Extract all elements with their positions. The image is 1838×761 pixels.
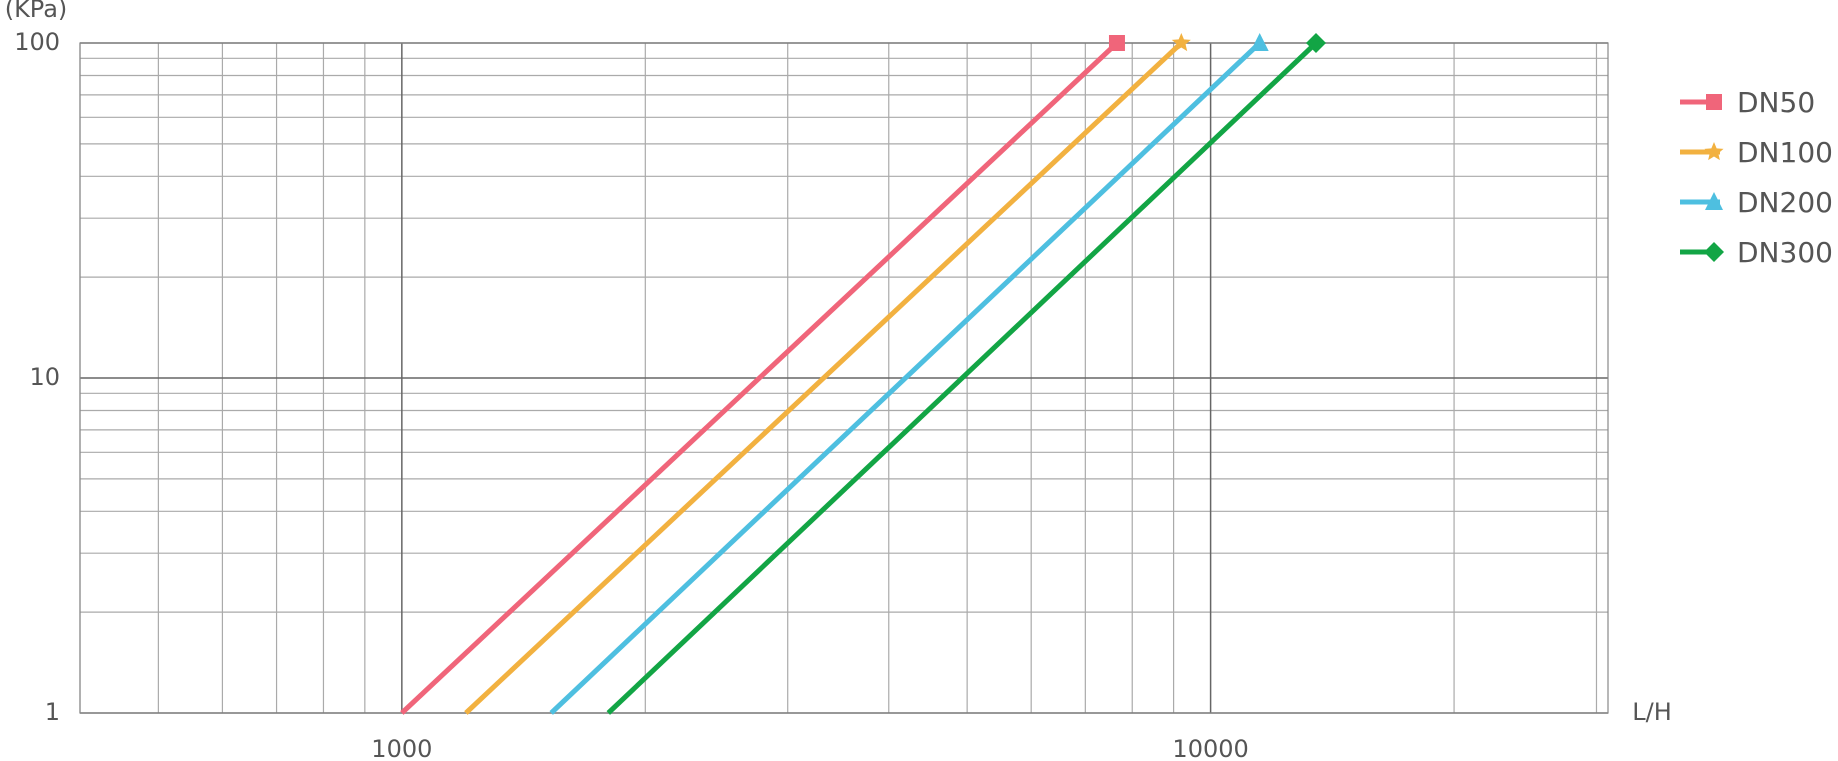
marker xyxy=(1705,192,1723,210)
marker xyxy=(1704,242,1724,262)
x-axis-label: L/H xyxy=(1632,698,1672,726)
y-tick-label: 10 xyxy=(29,363,60,391)
marker xyxy=(1250,33,1269,51)
plot-frame xyxy=(79,42,1609,714)
y-tick-label: 100 xyxy=(14,28,60,56)
line xyxy=(606,41,1318,715)
legend-label: DN50 xyxy=(1737,86,1815,119)
marker xyxy=(1706,94,1722,110)
legend-label: DN200 xyxy=(1737,186,1833,219)
y-tick-label: 1 xyxy=(45,698,60,726)
marker xyxy=(1171,33,1191,52)
x-tick-label: 1000 xyxy=(371,735,432,761)
x-tick-label: 10000 xyxy=(1172,735,1248,761)
legend-label: DN300 xyxy=(1737,236,1833,269)
y-axis-label: (KPa) xyxy=(5,0,68,23)
marker xyxy=(1108,35,1125,51)
line xyxy=(464,41,1184,715)
marker xyxy=(1306,33,1327,53)
legend-label: DN100 xyxy=(1737,136,1833,169)
line xyxy=(549,41,1262,715)
marker xyxy=(1704,142,1724,161)
line xyxy=(400,41,1119,715)
